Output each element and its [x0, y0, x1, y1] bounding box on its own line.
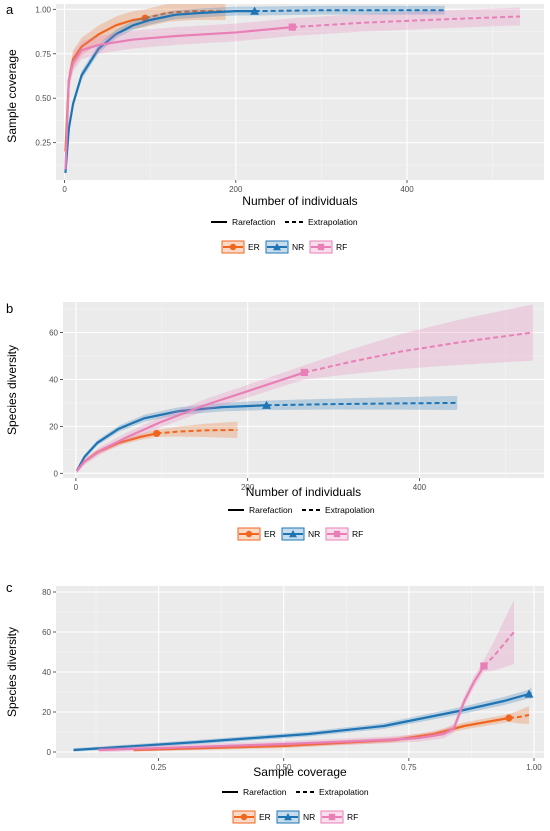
legend-key-marker-NR [284, 813, 292, 821]
observed-point-ER [153, 429, 161, 438]
rarefaction-line-RF [64, 26, 293, 170]
rarefaction-legend-label: Rarefaction [243, 787, 287, 797]
y-tick-label: 20 [42, 708, 51, 717]
y-axis-title: Species diversity [5, 627, 19, 717]
legend-key-marker-RF [317, 243, 325, 251]
y-tick-label: 0 [54, 469, 59, 478]
x-tick-label: 400 [413, 483, 427, 492]
ci-band-ER [65, 4, 226, 161]
legend-label-RF: RF [352, 529, 363, 539]
legend-key-marker-RF [328, 813, 336, 821]
x-tick-label: 0.25 [151, 763, 167, 772]
legend-key-marker-ER [229, 243, 237, 251]
line-type-legend: Rarefaction Extrapolation [222, 787, 369, 797]
legend-label-RF: RF [347, 812, 358, 822]
rarefaction-line-RF [98, 665, 485, 752]
observed-point-RF [300, 368, 308, 376]
x-tick-label: 0 [74, 483, 79, 492]
panel-a: a 0 200 400 0.25 0.50 0.75 1.00 Number of indivi… [5, 2, 544, 254]
observed-point-NR [262, 400, 272, 409]
y-tick-label: 60 [49, 329, 58, 338]
x-axis-title: Sample coverage [253, 765, 347, 779]
panel-c: c 0.25 0.50 0.75 1.00 0 20 40 60 80 Sample coverag… [5, 580, 544, 824]
x-tick-label: 400 [400, 185, 414, 194]
extrapolation-legend-label: Extrapolation [308, 217, 358, 227]
y-tick-label: 80 [42, 588, 51, 597]
legend-key-marker-ER [245, 530, 253, 538]
line-type-legend: Rarefaction Extrapolation [228, 505, 375, 515]
legend-label-ER: ER [248, 242, 260, 252]
panel-label: b [6, 301, 13, 316]
legend-key-marker-RF [333, 530, 341, 538]
extrapolation-line-RF [304, 331, 533, 374]
y-tick-label: 1.00 [35, 5, 51, 14]
ci-band-ER [76, 421, 238, 473]
ci-band-RF [65, 7, 521, 179]
rarefaction-legend-label: Rarefaction [232, 217, 276, 227]
extrapolation-line-ER [144, 10, 226, 20]
extrapolation-legend-label: Extrapolation [319, 787, 369, 797]
y-axis-title: Species diversity [5, 345, 19, 435]
plot-background [63, 302, 544, 478]
rarefaction-line-NR [73, 692, 530, 752]
x-axis-title: Number of individuals [246, 485, 361, 499]
extrapolation-legend-label: Extrapolation [325, 505, 375, 515]
x-tick-label: 0.75 [401, 763, 417, 772]
series-layer [64, 4, 521, 179]
y-tick-label: 20 [49, 422, 58, 431]
series-layer [73, 600, 534, 753]
legend-key-marker-ER [240, 813, 248, 821]
legend-label-NR: NR [303, 812, 315, 822]
legend-label-ER: ER [259, 812, 271, 822]
legend-label-ER: ER [264, 529, 276, 539]
rarefaction-line-NR [75, 404, 267, 472]
extrapolation-line-ER [156, 428, 238, 435]
panel-label: c [6, 580, 13, 595]
line-type-legend: Rarefaction Extrapolation [211, 217, 358, 227]
rarefaction-line-NR [64, 10, 255, 173]
group-legend: ER NR RF [232, 810, 358, 824]
observed-point-RF [480, 662, 488, 670]
ci-band-RF [76, 304, 533, 474]
ci-band-NR [73, 687, 532, 752]
legend-label-NR: NR [308, 529, 320, 539]
y-axis-title: Sample coverage [5, 49, 19, 143]
y-tick-label: 60 [42, 628, 51, 637]
y-tick-label: 0.50 [35, 94, 51, 103]
observed-point-NR [250, 6, 260, 15]
rarefaction-legend-label: Rarefaction [249, 505, 293, 515]
ci-band-NR [76, 395, 458, 473]
legend-key-marker-NR [273, 243, 281, 251]
plot-background [56, 4, 544, 180]
y-tick-label: 40 [42, 668, 51, 677]
legend-label-RF: RF [336, 242, 347, 252]
observed-point-NR [524, 689, 534, 698]
y-tick-label: 0.75 [35, 50, 51, 59]
x-tick-label: 0.50 [276, 763, 292, 772]
extrapolation-line-NR [254, 9, 445, 13]
panel-label: a [6, 2, 14, 17]
x-tick-label: 0 [62, 185, 67, 194]
x-tick-label: 1.00 [526, 763, 542, 772]
group-legend: ER NR RF [221, 240, 347, 254]
x-tick-label: 200 [229, 185, 243, 194]
rarefaction-line-RF [75, 371, 305, 472]
extrapolation-line-RF [292, 15, 521, 29]
rarefaction-line-ER [133, 716, 510, 752]
observed-point-RF [288, 23, 296, 31]
series-layer [75, 304, 533, 474]
legend-label-NR: NR [292, 242, 304, 252]
y-tick-label: 0 [47, 748, 52, 757]
group-legend: ER NR RF [237, 527, 363, 541]
y-tick-label: 0.25 [35, 139, 51, 148]
x-tick-label: 200 [241, 483, 255, 492]
panel-b: b 0 200 400 0 20 40 60 Number of individuals Spec… [5, 301, 544, 541]
extrapolation-line-NR [266, 401, 458, 407]
legend-key-marker-NR [289, 530, 297, 538]
observed-point-ER [505, 714, 513, 722]
y-tick-label: 40 [49, 375, 58, 384]
x-axis-title: Number of individuals [242, 194, 357, 208]
